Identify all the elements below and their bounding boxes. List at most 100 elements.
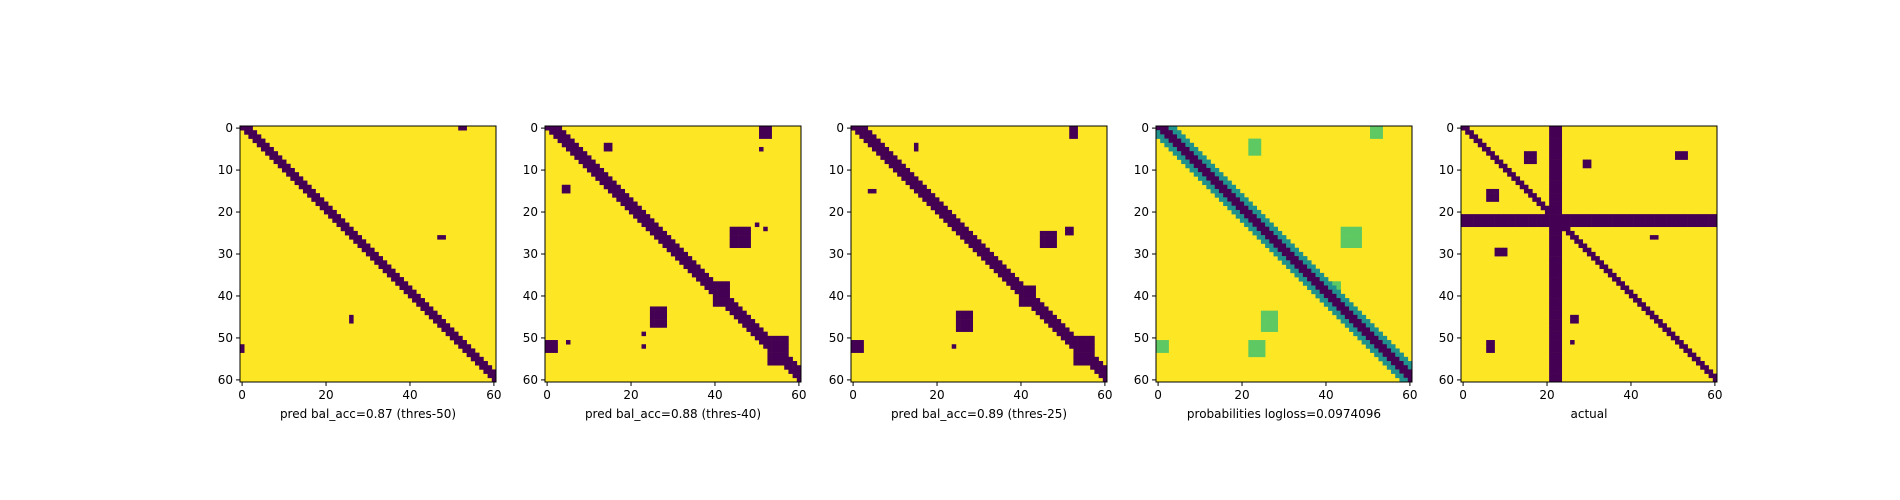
heatmap-cell (428, 306, 434, 311)
heatmap-cell (260, 138, 266, 144)
heatmap-cell (1553, 356, 1558, 362)
heatmap-cell (1231, 193, 1237, 198)
heatmap-cell (1549, 209, 1554, 215)
heatmap-cell (1553, 365, 1558, 370)
heatmap-cell (1086, 340, 1091, 345)
heatmap-cell (1712, 373, 1718, 379)
heatmap-cell (1256, 226, 1262, 232)
heatmap-cell (1370, 230, 1375, 236)
heatmap-cell (876, 142, 881, 148)
heatmap-cell (1490, 193, 1495, 198)
heatmap-cell (1256, 138, 1262, 144)
heatmap-cell (1391, 361, 1396, 366)
heatmap-cell (897, 159, 902, 165)
heatmap-cell (1248, 201, 1253, 207)
heatmap-cell (628, 205, 634, 211)
heatmap-cell (997, 272, 1003, 278)
heatmap-cell (658, 235, 663, 240)
heatmap-cell (449, 335, 455, 341)
heatmap-cell (1277, 239, 1283, 244)
heatmap-cell (1395, 365, 1400, 370)
heatmap-cell (1357, 230, 1362, 236)
heatmap-cell (1519, 214, 1525, 219)
heatmap-cell (1269, 239, 1274, 244)
heatmap-cell (1540, 222, 1546, 228)
heatmap-cell (947, 209, 953, 215)
heatmap-cell (1637, 222, 1642, 228)
heatmap-cell (955, 222, 961, 228)
heatmap-cell (1683, 155, 1688, 160)
heatmap-cell (1286, 256, 1291, 261)
heatmap-cell (403, 285, 409, 290)
heatmap-cell (624, 205, 630, 211)
heatmap-cell (1315, 268, 1320, 274)
heatmap-cell (1574, 218, 1579, 223)
heatmap-cell (624, 201, 630, 207)
heatmap-cell (1218, 327, 1224, 332)
heatmap-cell (1223, 188, 1228, 194)
heatmap-cell (1160, 126, 1165, 131)
heatmap-cell (599, 167, 605, 173)
heatmap-cell (1185, 184, 1190, 190)
heatmap-cell (951, 344, 957, 349)
heatmap-cell (1197, 176, 1203, 181)
heatmap-cell (1357, 319, 1362, 324)
heatmap-cell (1374, 222, 1379, 228)
heatmap-cell (1553, 361, 1558, 366)
heatmap-cell (1231, 323, 1237, 328)
y-tick-label: 40 (1439, 289, 1454, 303)
heatmap-cell (1515, 176, 1521, 181)
heatmap-cell (1549, 167, 1554, 173)
heatmap-cell (1696, 218, 1701, 223)
heatmap-cell (1578, 222, 1584, 228)
heatmap-cell (1486, 340, 1491, 345)
heatmap-cell (1065, 335, 1070, 341)
heatmap-cell (479, 356, 484, 362)
heatmap-cell (1528, 222, 1533, 228)
heatmap-cell (1052, 230, 1057, 236)
heatmap-cell (1549, 298, 1554, 303)
heatmap-cell (1553, 142, 1558, 148)
heatmap-cell (1193, 155, 1199, 160)
heatmap-cell (1486, 193, 1491, 198)
heatmap-cell (1323, 302, 1329, 307)
heatmap-cell (1353, 230, 1358, 236)
heatmap-cell (654, 222, 659, 228)
heatmap-cell (696, 277, 701, 282)
y-tick-label: 60 (1439, 373, 1454, 387)
heatmap-cell (1549, 335, 1554, 341)
heatmap-cell (1633, 218, 1638, 223)
heatmap-cell (1231, 209, 1237, 215)
heatmap-cell (578, 155, 584, 160)
heatmap-cell (1160, 344, 1165, 349)
heatmap-cell (1378, 348, 1383, 353)
heatmap-cell (918, 193, 923, 198)
heatmap-cell (1086, 348, 1091, 353)
heatmap-cell (420, 306, 425, 311)
heatmap-cell (357, 235, 363, 240)
heatmap-cell (851, 344, 856, 349)
heatmap-cell (1595, 218, 1600, 223)
heatmap-cell (964, 226, 969, 232)
heatmap-cell (1515, 180, 1521, 186)
heatmap-cell (1156, 134, 1161, 139)
heatmap-cell (1523, 188, 1529, 194)
heatmap-cell (1365, 222, 1371, 228)
heatmap-cell (1549, 243, 1554, 249)
heatmap-cell (750, 327, 756, 332)
heatmap-cell (1181, 230, 1186, 236)
heatmap-cell (1248, 205, 1253, 211)
heatmap-cell (1077, 356, 1083, 362)
heatmap-cell (1370, 218, 1375, 223)
heatmap-cell (1557, 239, 1563, 244)
heatmap-cell (1645, 310, 1651, 316)
heatmap-cell (1391, 369, 1396, 374)
heatmap-cell (1679, 214, 1684, 219)
heatmap-cell (298, 184, 304, 190)
heatmap-cell (1098, 373, 1104, 379)
heatmap-cell (1039, 235, 1045, 240)
heatmap-cell (1591, 222, 1596, 228)
heatmap-cell (901, 167, 906, 173)
heatmap-cell (993, 260, 999, 265)
heatmap-cell (905, 180, 911, 186)
